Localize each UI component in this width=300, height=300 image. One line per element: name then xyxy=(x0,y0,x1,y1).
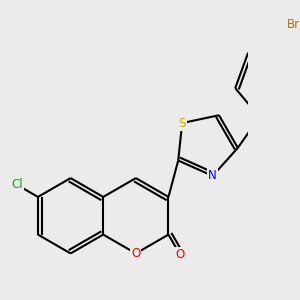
Text: Cl: Cl xyxy=(11,178,22,191)
Text: O: O xyxy=(175,248,184,261)
Text: N: N xyxy=(208,169,217,182)
Text: S: S xyxy=(178,117,186,130)
Text: O: O xyxy=(131,247,140,260)
Text: Br: Br xyxy=(286,19,299,32)
